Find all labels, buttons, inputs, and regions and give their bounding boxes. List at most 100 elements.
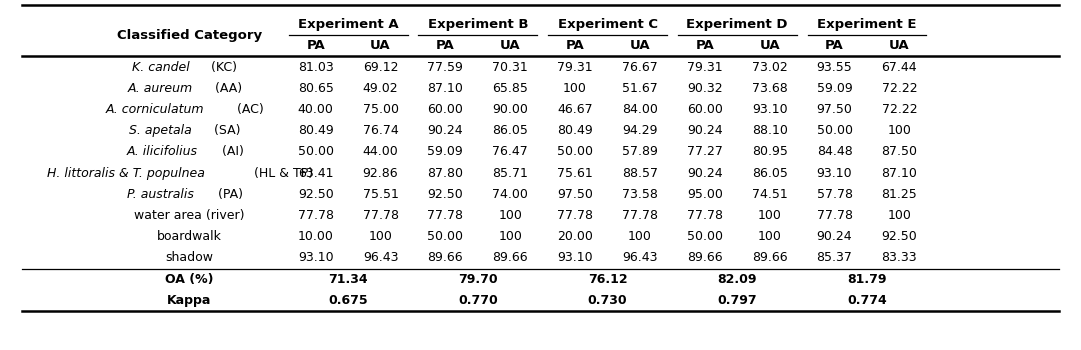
Text: A. ilicifolius: A. ilicifolius (126, 145, 198, 159)
Text: 59.09: 59.09 (816, 82, 853, 95)
Text: 73.02: 73.02 (751, 61, 788, 74)
Text: UA: UA (370, 39, 391, 52)
Text: 70.31: 70.31 (492, 61, 529, 74)
Text: 96.43: 96.43 (623, 251, 657, 265)
Text: 50.00: 50.00 (557, 145, 593, 159)
Text: 89.66: 89.66 (493, 251, 528, 265)
Text: UA: UA (889, 39, 910, 52)
Text: (AA): (AA) (212, 82, 242, 95)
Text: 20.00: 20.00 (557, 230, 593, 243)
Text: 86.05: 86.05 (751, 167, 788, 180)
Text: 77.78: 77.78 (427, 209, 464, 222)
Text: (PA): (PA) (214, 188, 242, 201)
Text: 80.95: 80.95 (751, 145, 788, 159)
Text: Classified Category: Classified Category (117, 29, 262, 42)
Text: 82.09: 82.09 (718, 273, 757, 286)
Text: 80.65: 80.65 (297, 82, 334, 95)
Text: PA: PA (306, 39, 325, 52)
Text: 49.02: 49.02 (363, 82, 398, 95)
Text: 92.50: 92.50 (427, 188, 464, 201)
Text: 0.774: 0.774 (848, 294, 886, 307)
Text: 87.50: 87.50 (881, 145, 918, 159)
Text: 76.12: 76.12 (588, 273, 627, 286)
Text: Experiment B: Experiment B (428, 18, 528, 31)
Text: PA: PA (695, 39, 715, 52)
Text: UA: UA (499, 39, 521, 52)
Text: 100: 100 (369, 230, 392, 243)
Text: 77.78: 77.78 (362, 209, 399, 222)
Text: 92.50: 92.50 (881, 230, 918, 243)
Text: 80.49: 80.49 (557, 124, 593, 137)
Text: 94.29: 94.29 (623, 124, 657, 137)
Text: 40.00: 40.00 (297, 103, 334, 116)
Text: A. aureum: A. aureum (128, 82, 192, 95)
Text: 90.00: 90.00 (492, 103, 529, 116)
Text: 83.33: 83.33 (882, 251, 917, 265)
Text: P. australis: P. australis (128, 188, 195, 201)
Text: 81.03: 81.03 (297, 61, 334, 74)
Text: 69.12: 69.12 (363, 61, 398, 74)
Text: 75.61: 75.61 (557, 167, 593, 180)
Text: 96.43: 96.43 (363, 251, 398, 265)
Text: 60.00: 60.00 (686, 103, 723, 116)
Text: OA (%): OA (%) (165, 273, 213, 286)
Text: (KC): (KC) (206, 61, 237, 74)
Text: 87.80: 87.80 (427, 167, 464, 180)
Text: 79.31: 79.31 (558, 61, 592, 74)
Text: 0.675: 0.675 (329, 294, 368, 307)
Text: 77.78: 77.78 (622, 209, 658, 222)
Text: 50.00: 50.00 (297, 145, 334, 159)
Text: 87.10: 87.10 (881, 167, 918, 180)
Text: 77.27: 77.27 (686, 145, 723, 159)
Text: 90.32: 90.32 (688, 82, 722, 95)
Text: PA: PA (825, 39, 844, 52)
Text: 74.51: 74.51 (751, 188, 788, 201)
Text: 90.24: 90.24 (428, 124, 463, 137)
Text: 85.71: 85.71 (492, 167, 529, 180)
Text: K. candel: K. candel (132, 61, 190, 74)
Text: 50.00: 50.00 (686, 230, 723, 243)
Text: 77.78: 77.78 (686, 209, 723, 222)
Text: 100: 100 (498, 230, 522, 243)
Text: (HL & TP): (HL & TP) (251, 167, 313, 180)
Text: 77.59: 77.59 (427, 61, 464, 74)
Text: 57.89: 57.89 (622, 145, 658, 159)
Text: 87.10: 87.10 (427, 82, 464, 95)
Text: 81.25: 81.25 (881, 188, 918, 201)
Text: 100: 100 (758, 230, 782, 243)
Text: 79.31: 79.31 (688, 61, 722, 74)
Text: 59.09: 59.09 (427, 145, 464, 159)
Text: 50.00: 50.00 (427, 230, 464, 243)
Text: 57.78: 57.78 (816, 188, 853, 201)
Text: 100: 100 (563, 82, 587, 95)
Text: 65.85: 65.85 (492, 82, 529, 95)
Text: 93.10: 93.10 (817, 167, 852, 180)
Text: 90.24: 90.24 (817, 230, 852, 243)
Text: boardwalk: boardwalk (157, 230, 222, 243)
Text: S. apetala: S. apetala (130, 124, 192, 137)
Text: 10.00: 10.00 (297, 230, 334, 243)
Text: 93.55: 93.55 (816, 61, 853, 74)
Text: 100: 100 (888, 209, 911, 222)
Text: 100: 100 (888, 124, 911, 137)
Text: 77.78: 77.78 (557, 209, 593, 222)
Text: 97.50: 97.50 (816, 103, 853, 116)
Text: Experiment C: Experiment C (558, 18, 657, 31)
Text: 90.24: 90.24 (688, 167, 722, 180)
Text: 76.67: 76.67 (622, 61, 658, 74)
Text: 77.78: 77.78 (297, 209, 334, 222)
Text: UA: UA (759, 39, 780, 52)
Text: 89.66: 89.66 (752, 251, 787, 265)
Text: 44.00: 44.00 (362, 145, 399, 159)
Text: 0.730: 0.730 (588, 294, 627, 307)
Text: 92.86: 92.86 (363, 167, 398, 180)
Text: 100: 100 (758, 209, 782, 222)
Text: 100: 100 (628, 230, 652, 243)
Text: 76.74: 76.74 (362, 124, 399, 137)
Text: shadow: shadow (165, 251, 213, 265)
Text: 0.770: 0.770 (458, 294, 497, 307)
Text: 84.48: 84.48 (816, 145, 853, 159)
Text: 67.44: 67.44 (882, 61, 917, 74)
Text: Experiment D: Experiment D (686, 18, 788, 31)
Text: PA: PA (436, 39, 455, 52)
